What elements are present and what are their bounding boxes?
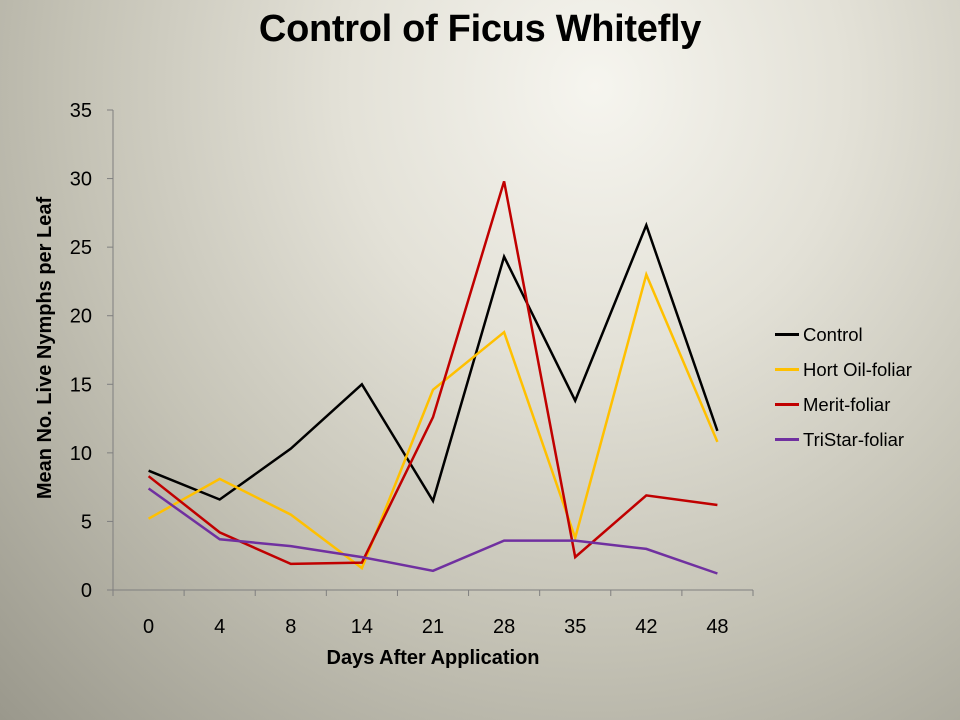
series-line-tristar-foliar xyxy=(147,487,718,575)
x-tick-label: 28 xyxy=(493,616,515,638)
y-tick-label: 30 xyxy=(70,169,92,191)
y-tick-label: 0 xyxy=(81,580,92,602)
legend-item: Merit-foliar xyxy=(775,392,912,417)
series-line-merit-foliar xyxy=(147,180,718,566)
y-tick-label: 35 xyxy=(70,100,92,122)
legend-swatch xyxy=(775,438,799,441)
legend-swatch xyxy=(775,333,799,336)
chart-title: Control of Ficus Whitefly xyxy=(258,8,702,50)
y-axis-ticks: 0 5 10 15 20 25 30 35 xyxy=(70,100,113,602)
legend-label: TriStar-foliar xyxy=(803,428,905,450)
y-tick-label: 25 xyxy=(70,237,92,259)
series-line-hort-oil-foliar xyxy=(147,270,719,571)
x-tick-label: 8 xyxy=(285,616,296,638)
chart-legend: Control Hort Oil-foliar Merit-foliar TriSta… xyxy=(775,322,912,462)
x-tick-label: 48 xyxy=(706,616,728,638)
legend-item: TriStar-foliar xyxy=(775,427,912,452)
x-tick-label: 21 xyxy=(422,616,444,638)
x-tick-label: 0 xyxy=(143,616,154,638)
legend-item: Control xyxy=(775,322,912,347)
y-axis-label: Mean No. Live Nymphs per Leaf xyxy=(34,196,56,500)
series-lines xyxy=(147,180,719,575)
legend-item: Hort Oil-foliar xyxy=(775,357,912,382)
x-tick-label: 4 xyxy=(214,616,225,638)
y-tick-label: 10 xyxy=(70,443,92,465)
x-tick-label: 35 xyxy=(564,616,586,638)
legend-swatch xyxy=(775,403,799,406)
axes xyxy=(112,110,753,591)
legend-label: Hort Oil-foliar xyxy=(803,358,912,380)
legend-swatch xyxy=(775,368,799,371)
series-line-control xyxy=(148,221,719,504)
y-tick-label: 5 xyxy=(81,511,92,533)
x-axis-label: Days After Application xyxy=(326,647,540,669)
x-tick-label: 14 xyxy=(351,616,373,638)
y-tick-label: 20 xyxy=(70,306,92,328)
x-axis-ticks: 0 4 8 14 21 28 35 42 48 xyxy=(112,590,754,638)
y-tick-label: 15 xyxy=(70,374,92,396)
legend-label: Control xyxy=(803,323,863,345)
x-tick-label: 42 xyxy=(635,616,657,638)
legend-label: Merit-foliar xyxy=(803,393,891,415)
